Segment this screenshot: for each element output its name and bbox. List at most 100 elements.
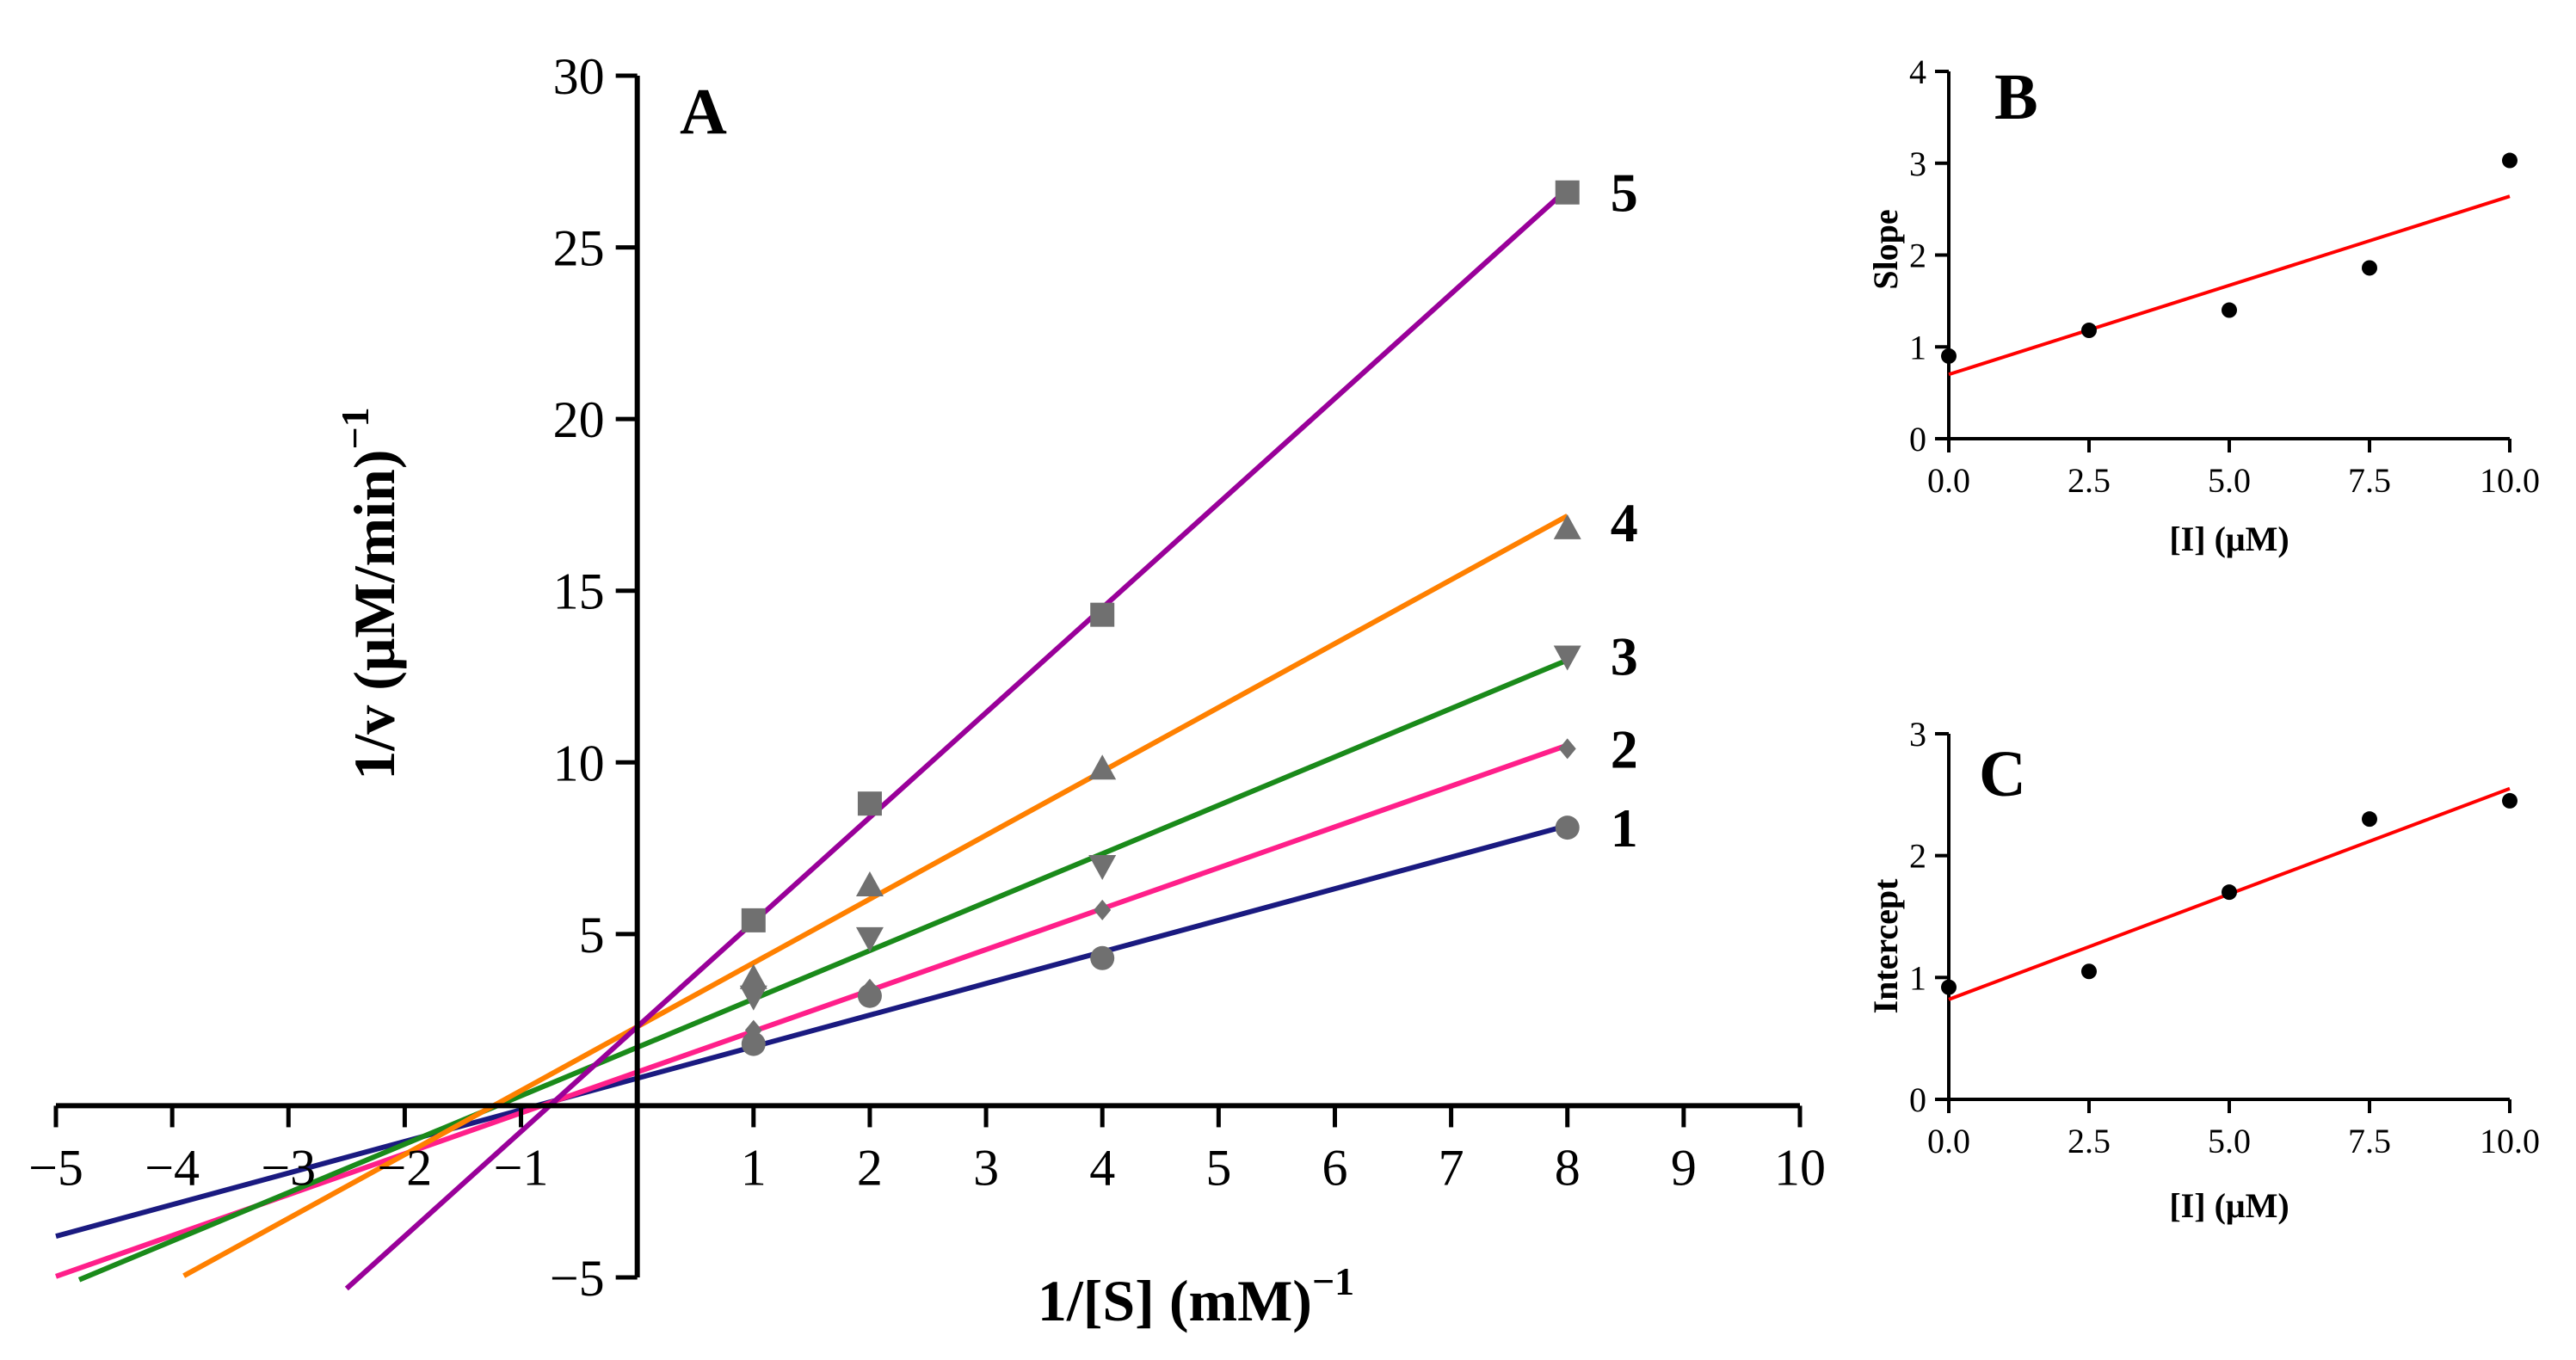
marker-series-2-diamond — [1094, 899, 1112, 920]
panel-a-lineweaver-burk-plot: −5 −4 −3 −2 −1 1 2 3 4 5 6 7 8 9 10 −5 5 10 15 20 25 30 1 2 3 4… — [28, 48, 1826, 1333]
y-tick-label: 5 — [579, 907, 605, 963]
marker-series-5-square — [1090, 602, 1115, 627]
marker-series-5-square — [741, 908, 766, 932]
marker-series-1-circle — [1555, 815, 1580, 840]
x-tick-label: 10 — [1774, 1139, 1826, 1196]
x-axis-label: [I] (μM) — [2169, 1186, 2289, 1225]
x-tick-label: 2 — [857, 1139, 883, 1196]
x-tick-label: −1 — [494, 1139, 549, 1196]
x-tick-label: 0.0 — [1927, 1122, 1970, 1160]
axes — [53, 73, 1803, 1280]
panel-label-c: C — [1979, 738, 2026, 810]
marker-series-1-circle — [741, 1031, 766, 1056]
panel-c-intercept-replot: 0.0 2.5 5.0 7.5 10.0 0 1 2 3 C [I] (μM) Interce… — [1866, 715, 2540, 1225]
y-tick-label: 0 — [1909, 420, 1926, 458]
series-label-4: 4 — [1611, 492, 1638, 553]
panel-label-a: A — [680, 76, 727, 148]
fit-lines — [55, 187, 1569, 1291]
series-label-1: 1 — [1611, 797, 1638, 858]
x-tick-labels: 0.0 2.5 5.0 7.5 10.0 — [1927, 461, 2540, 500]
y-tick-label: −5 — [550, 1250, 605, 1307]
x-tick-label: 7.5 — [2348, 1122, 2391, 1160]
y-tick-label: 30 — [553, 48, 605, 105]
y-tick-label: 15 — [553, 563, 605, 620]
fit-line — [1948, 194, 2511, 377]
x-tick-label: 10.0 — [2480, 461, 2540, 500]
series-label-2: 2 — [1611, 718, 1638, 779]
x-tick-label: 0.0 — [1927, 461, 1970, 500]
y-tick-label: 3 — [1909, 715, 1926, 754]
y-axis-label: 1/v (μM/min)−1 — [333, 407, 407, 779]
data-point — [2081, 963, 2097, 980]
x-tick-label: 5 — [1205, 1139, 1231, 1196]
marker-series-4-triangle-up — [1088, 754, 1117, 780]
marker-series-4-triangle-up — [739, 963, 767, 989]
x-tick-label: 5.0 — [2208, 1122, 2251, 1160]
x-tick-label: 9 — [1671, 1139, 1697, 1196]
data-markers — [739, 180, 1581, 1056]
y-tick-label: 2 — [1909, 237, 1926, 275]
x-axis-label: 1/[S] (mM)−1 — [1038, 1259, 1354, 1333]
x-tick-label: 4 — [1089, 1139, 1115, 1196]
x-tick-label: −3 — [261, 1139, 316, 1196]
fit-line-series-2 — [55, 742, 1568, 1279]
x-tick-label: 1 — [741, 1139, 767, 1196]
x-tick-label: 8 — [1555, 1139, 1581, 1196]
y-tick-label: 1 — [1909, 958, 1926, 997]
x-tick-label: 3 — [973, 1139, 999, 1196]
x-tick-label: −4 — [145, 1139, 200, 1196]
data-points — [1941, 152, 2517, 364]
x-tick-label: 5.0 — [2208, 461, 2251, 500]
y-tick-label: 3 — [1909, 145, 1926, 183]
fit-line-series-3 — [77, 657, 1568, 1283]
axes — [1935, 70, 2511, 452]
data-point — [1941, 979, 1957, 995]
fit-line-series-1 — [55, 822, 1568, 1239]
marker-series-4-triangle-up — [855, 871, 884, 896]
marker-series-2-diamond — [860, 978, 878, 1000]
data-point — [2502, 152, 2517, 169]
y-axis-label: Slope — [1866, 209, 1905, 289]
x-tick-label: −2 — [377, 1139, 432, 1196]
axes — [1935, 732, 2511, 1113]
x-axis-label: [I] (μM) — [2169, 520, 2289, 558]
data-point — [1941, 348, 1957, 364]
data-point — [2081, 323, 2097, 339]
y-tick-label: 0 — [1909, 1080, 1926, 1119]
x-tick-label: 6 — [1322, 1139, 1347, 1196]
regression-line — [1948, 194, 2511, 377]
data-point — [2362, 260, 2377, 276]
data-point — [2362, 811, 2377, 828]
marker-series-2-diamond — [744, 1019, 762, 1041]
x-tick-labels: 0.0 2.5 5.0 7.5 10.0 — [1927, 1122, 2540, 1160]
data-point — [2222, 884, 2237, 901]
x-tick-label: 7 — [1439, 1139, 1464, 1196]
series-labels: 1 2 3 4 5 — [1611, 163, 1638, 858]
x-tick-labels: −5 −4 −3 −2 −1 1 2 3 4 5 6 7 8 9 10 — [28, 1139, 1826, 1196]
x-tick-label: 2.5 — [2068, 461, 2111, 500]
marker-series-3-triangle-down — [1088, 855, 1117, 881]
marker-series-3-triangle-down — [1553, 645, 1581, 671]
x-tick-label: 2.5 — [2068, 1122, 2111, 1160]
marker-series-3-triangle-down — [855, 926, 884, 952]
y-tick-label: 2 — [1909, 837, 1926, 876]
marker-series-5-square — [857, 791, 882, 816]
marker-series-5-square — [1555, 180, 1580, 205]
panel-label-b: B — [1994, 61, 2038, 133]
series-label-5: 5 — [1611, 163, 1638, 224]
data-points — [1941, 792, 2517, 995]
y-tick-label: 4 — [1909, 52, 1926, 91]
marker-series-4-triangle-up — [1553, 514, 1581, 539]
series-label-3: 3 — [1611, 626, 1638, 687]
data-point — [2222, 302, 2237, 318]
x-tick-label: −5 — [28, 1139, 83, 1196]
y-tick-label: 25 — [553, 220, 605, 277]
y-tick-labels: 0 1 2 3 4 — [1909, 52, 1926, 458]
y-tick-label: 1 — [1909, 328, 1926, 366]
marker-series-3-triangle-down — [739, 985, 767, 1011]
y-tick-label: 10 — [553, 735, 605, 791]
y-tick-labels: −5 5 10 15 20 25 30 — [550, 48, 605, 1307]
x-tick-label: 7.5 — [2348, 461, 2391, 500]
marker-series-2-diamond — [1558, 738, 1576, 760]
